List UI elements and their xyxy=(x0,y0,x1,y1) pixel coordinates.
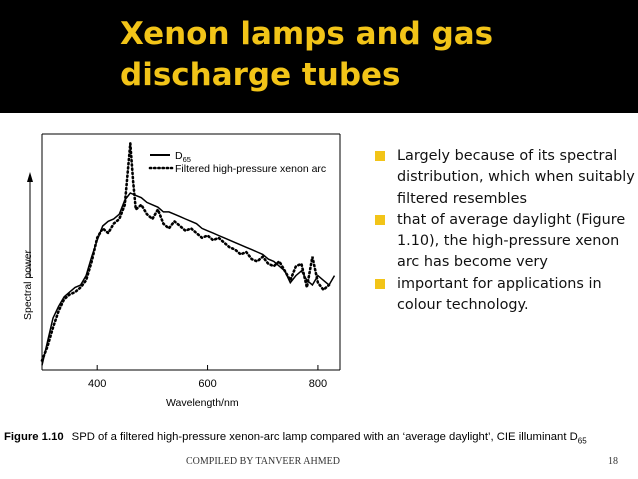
legend-xenon-label: Filtered high-pressure xenon arc xyxy=(175,163,326,175)
bullet-list: Largely because of its spectral distribu… xyxy=(375,146,635,316)
chart-series xyxy=(40,143,336,366)
x-axis-ticks: 400 600 800 xyxy=(88,365,327,390)
slide-title-line-2: discharge tubes xyxy=(120,57,401,93)
figure-caption-label: Figure 1.10 xyxy=(4,431,64,443)
bullet-item-2: that of average daylight (Figure 1.10), … xyxy=(375,210,635,274)
bullet-text-3: important for applications in colour tec… xyxy=(397,275,602,314)
spectral-power-figure: Spectral power Wavelength/nm D65 Filtere… xyxy=(0,128,360,428)
legend-d65-label: D65 xyxy=(175,150,191,164)
figure-caption: Figure 1.10 SPD of a filtered high-pressu… xyxy=(4,429,634,449)
square-bullet-icon xyxy=(375,278,385,289)
bullet-item-1: Largely because of its spectral distribu… xyxy=(375,146,635,210)
spectral-power-chart: Spectral power Wavelength/nm D65 Filtere… xyxy=(22,133,341,409)
footer-credit: COMPILED BY TANVEER AHMED xyxy=(186,456,340,467)
figure-caption-subscript: 65 xyxy=(577,436,587,446)
slide-header: Xenon lamps and gas discharge tubes xyxy=(0,0,638,113)
y-axis-arrow-head xyxy=(27,172,33,182)
bullet-text-2: that of average daylight (Figure 1.10), … xyxy=(397,211,626,271)
x-axis-label: Wavelength/nm xyxy=(166,397,239,409)
x-tick-label-600: 600 xyxy=(198,378,216,390)
bullet-item-3: important for applications in colour tec… xyxy=(375,274,635,317)
legend-d65-sub: 65 xyxy=(183,155,191,164)
x-tick-label-800: 800 xyxy=(309,378,327,390)
legend-d65-main: D xyxy=(175,150,183,162)
slide-title: Xenon lamps and gas discharge tubes xyxy=(120,14,620,96)
square-bullet-icon xyxy=(375,214,385,225)
figure-caption-text: SPD of a filtered high-pressure xenon-ar… xyxy=(71,431,578,443)
x-tick-label-400: 400 xyxy=(88,378,106,390)
y-axis-label: Spectral power xyxy=(22,249,34,320)
slide-number: 18 xyxy=(608,456,618,467)
square-bullet-icon xyxy=(375,151,385,161)
slide-title-line-1: Xenon lamps and gas xyxy=(120,16,494,52)
bullet-text-1: Largely because of its spectral distribu… xyxy=(397,148,635,207)
series-line-d65 xyxy=(41,192,336,366)
series-line-xenon-arc xyxy=(40,143,331,362)
